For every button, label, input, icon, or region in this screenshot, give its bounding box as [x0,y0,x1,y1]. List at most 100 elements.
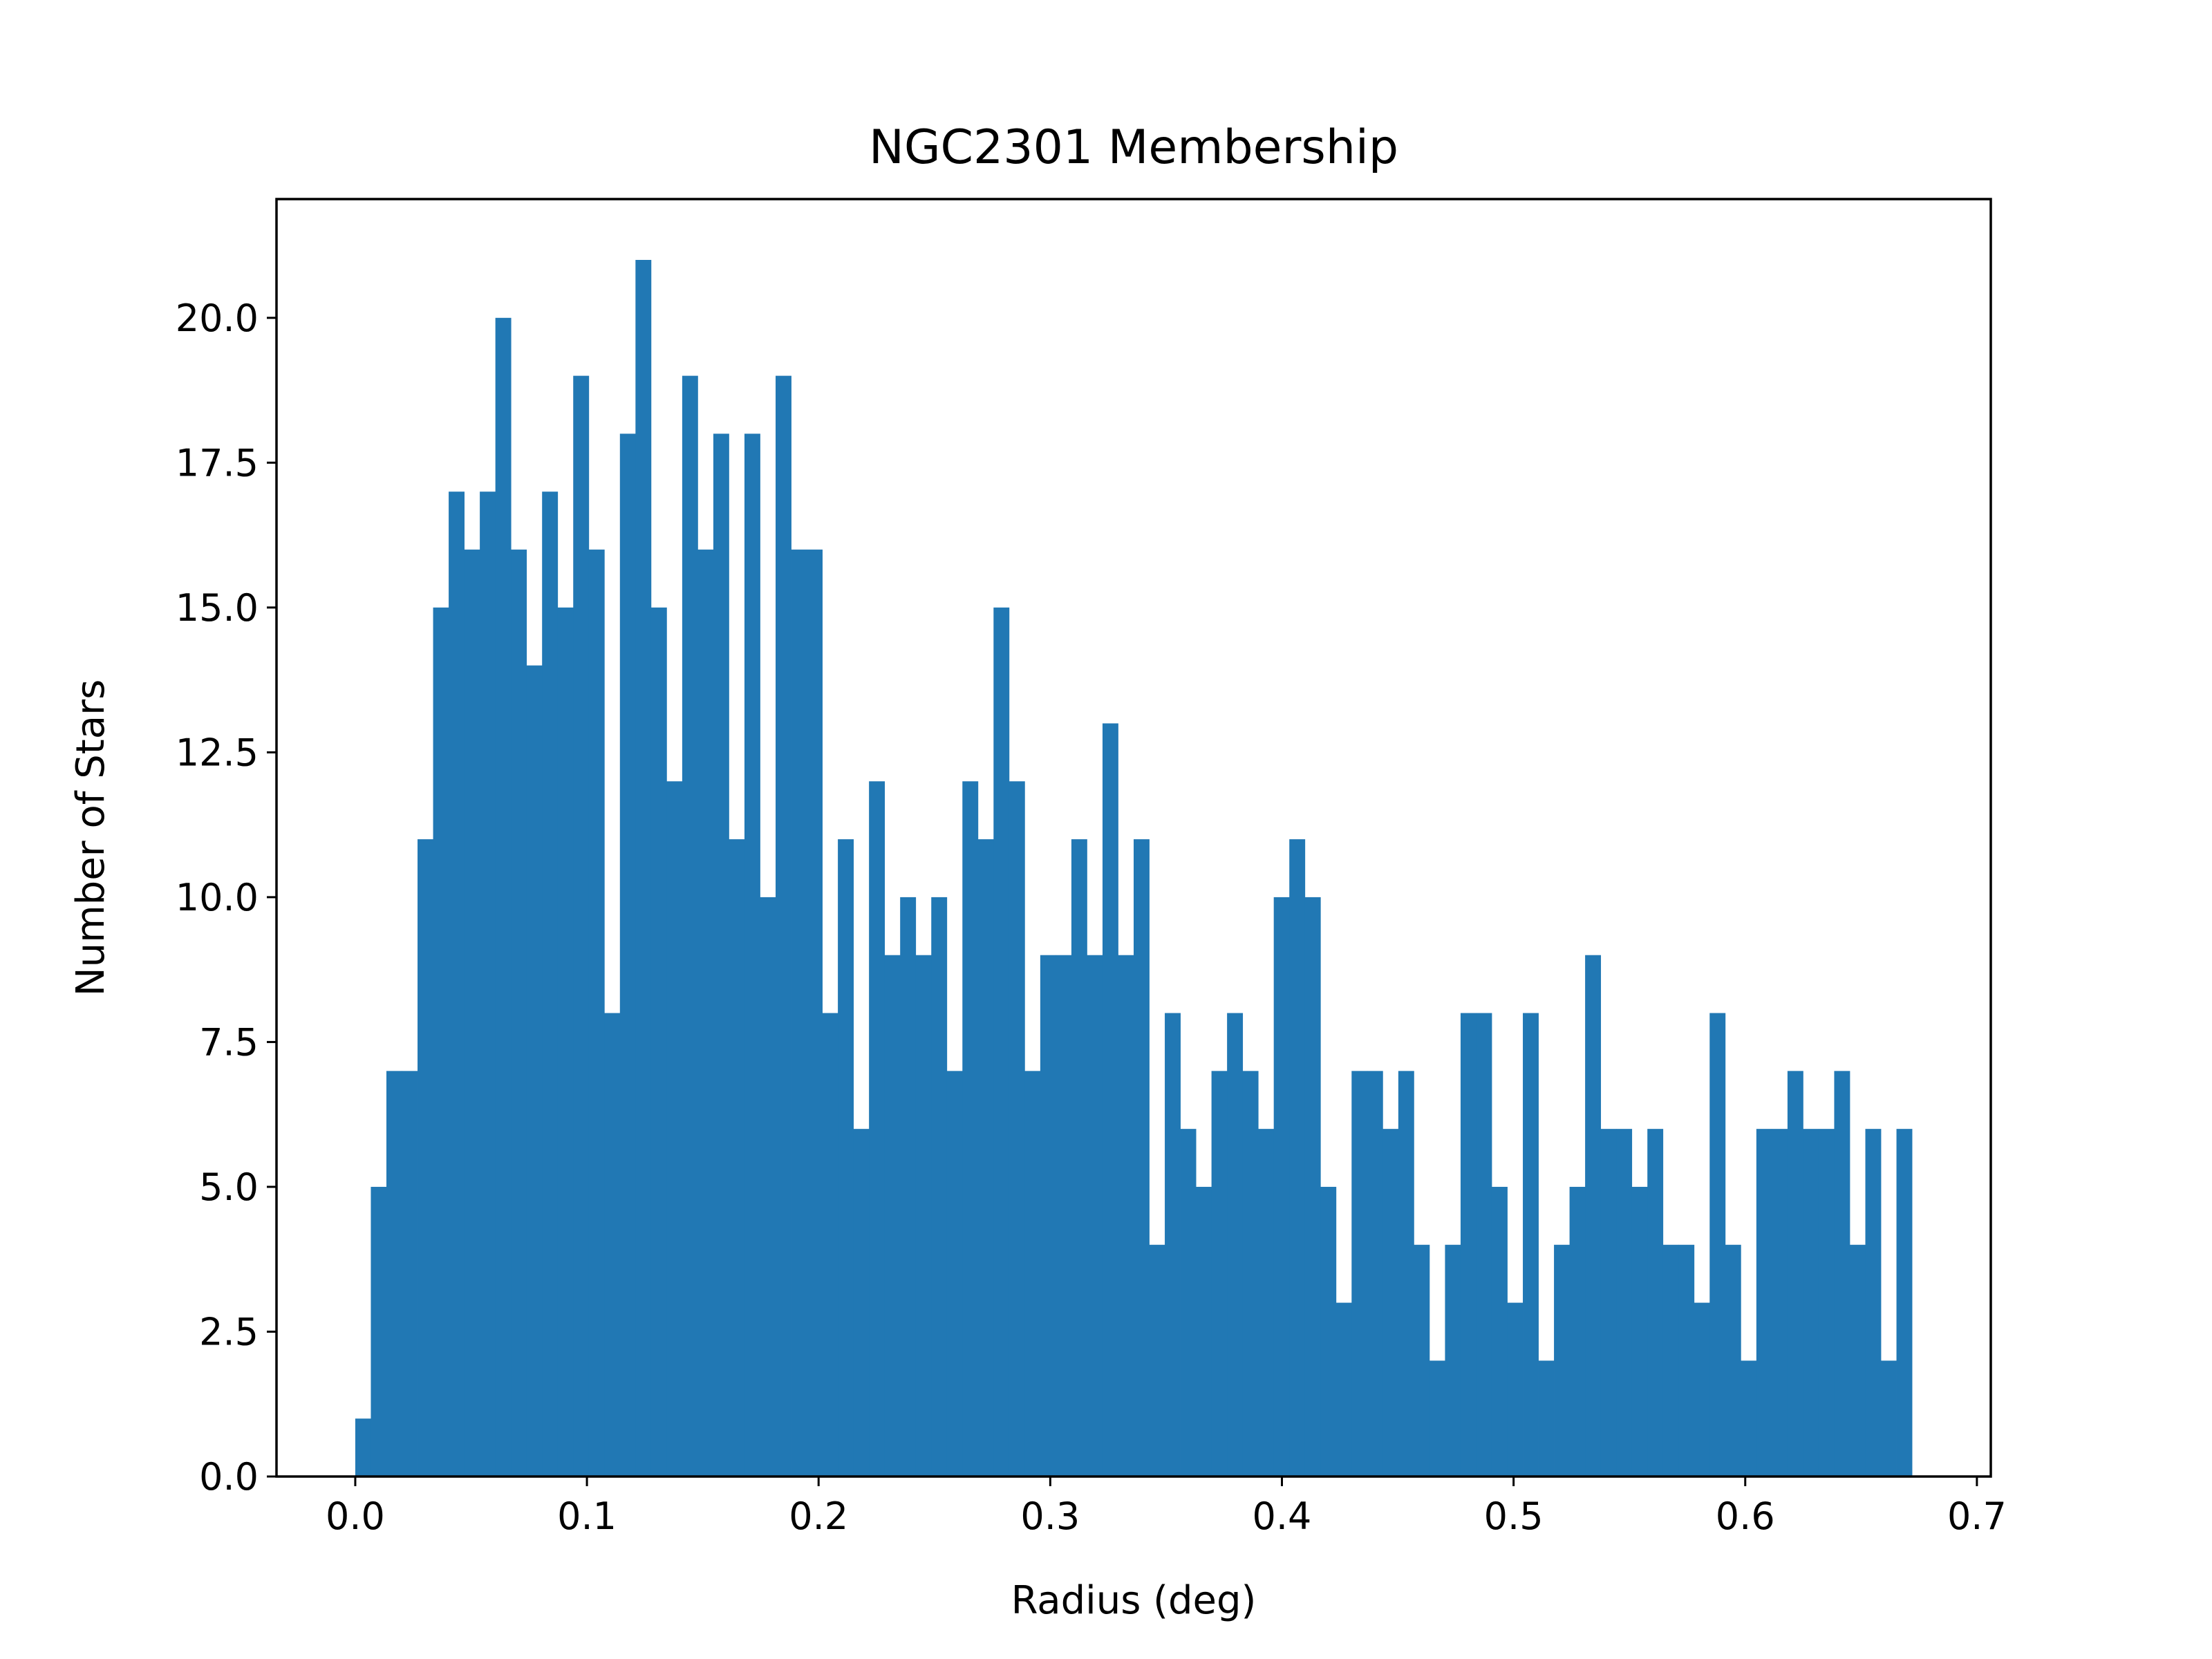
histogram-bar [1849,1244,1866,1477]
histogram-bar [480,491,496,1477]
histogram-bar [1118,955,1134,1477]
histogram-bar [1056,955,1072,1477]
histogram-bar [1818,1129,1835,1477]
y-tick-label: 2.5 [199,1310,259,1353]
y-tick-label: 0.0 [199,1455,259,1499]
histogram-bar [1071,839,1087,1477]
y-tick-label: 17.5 [176,441,259,485]
histogram-bar [697,550,714,1477]
histogram-bar [1803,1129,1819,1477]
histogram-bar [1149,1244,1165,1477]
histogram-bar [1569,1186,1586,1477]
histogram-bar [386,1071,402,1477]
y-tick-label: 20.0 [176,297,259,340]
histogram-bar [666,781,683,1477]
histogram-bar [355,1418,371,1477]
x-tick-label: 0.0 [326,1494,385,1538]
histogram-bar [1367,1071,1383,1477]
x-tick-label: 0.3 [1020,1494,1080,1538]
histogram-bar [1304,897,1321,1477]
histogram-bar [1896,1129,1913,1477]
histogram-bar [1678,1244,1695,1477]
histogram-bar [1382,1129,1399,1477]
histogram-bar [682,375,698,1477]
histogram-bar [713,433,729,1477]
histogram-bar [1476,1013,1492,1477]
histogram-bar [760,897,776,1477]
histogram-bar [1445,1244,1461,1477]
histogram-bar [977,839,994,1477]
x-tick-label: 0.7 [1947,1494,2007,1538]
histogram-bar [1227,1013,1244,1477]
histogram-bar [1600,1129,1617,1477]
histogram-bar [1523,1013,1539,1477]
histogram-bar [1320,1186,1337,1477]
histogram-bar [1335,1302,1352,1477]
histogram-bar [1725,1244,1741,1477]
histogram-bar [650,607,667,1477]
histogram-bar [744,433,760,1477]
histogram-bar [1134,839,1150,1477]
histogram-bar [1834,1071,1850,1477]
histogram-bar [962,781,979,1477]
histogram-bar [526,665,543,1477]
histogram-bar [1289,839,1306,1477]
x-tick-label: 0.2 [789,1494,848,1538]
y-tick-label: 5.0 [199,1165,259,1209]
histogram-bar [588,550,605,1477]
chart-title: NGC2301 Membership [869,120,1398,175]
x-axis-label: Radius (deg) [1011,1578,1257,1623]
histogram-bar [573,375,590,1477]
histogram-bar [1647,1129,1664,1477]
histogram-bar [464,550,480,1477]
histogram-bar [1631,1186,1648,1477]
histogram-bar [1351,1071,1368,1477]
histogram-bar [946,1071,963,1477]
x-tick-label: 0.5 [1484,1494,1544,1538]
histogram-bar [884,955,901,1477]
histogram-bar [1273,897,1290,1477]
histogram-bar [1585,955,1602,1477]
y-tick-label: 7.5 [199,1020,259,1064]
histogram-bar [1741,1360,1757,1477]
histogram-bar [1772,1129,1788,1477]
histogram-bar [1507,1302,1524,1477]
histogram-bar [418,839,433,1477]
histogram-bar [1491,1186,1508,1477]
histogram-bar [1414,1244,1430,1477]
x-tick-label: 0.6 [1716,1494,1775,1538]
histogram-bar [1242,1071,1259,1477]
histogram-bar [838,839,854,1477]
histogram-bar [1398,1071,1414,1477]
histogram-bar [1102,723,1118,1477]
histogram-bar [449,491,465,1477]
histogram-bar [807,550,823,1477]
histogram-bar [1211,1071,1228,1477]
histogram-bar [853,1129,870,1477]
histogram-bar [511,550,527,1477]
histogram-bar [993,607,1010,1477]
histogram-bar [1460,1013,1477,1477]
histogram-bar [1694,1302,1710,1477]
plot-area-frame [275,198,1992,1478]
histogram-bar [729,839,745,1477]
histogram-bar [371,1186,387,1477]
x-axis-ticks: 0.0 0.1 0.2 0.3 0.4 0.5 0.6 0.7 [326,1477,2007,1538]
histogram-bar [619,433,636,1477]
histogram-bar [433,607,449,1477]
histogram-bar [1009,781,1025,1477]
y-axis-label: Number of Stars [68,679,113,997]
y-axis-ticks: 0.0 2.5 5.0 7.5 10.0 12.5 15.0 17.5 20.0 [176,297,276,1499]
histogram-bars [355,260,1913,1477]
histogram-bar [1554,1244,1570,1477]
y-tick-label: 15.0 [176,586,259,630]
histogram-bar [1616,1129,1633,1477]
histogram-bar [1881,1360,1897,1477]
histogram-bar [791,550,807,1477]
histogram-bar [604,1013,621,1477]
histogram-bar [900,897,917,1477]
histogram-bar [1024,1071,1041,1477]
histogram-bar [1709,1013,1726,1477]
histogram-bar [776,375,791,1477]
